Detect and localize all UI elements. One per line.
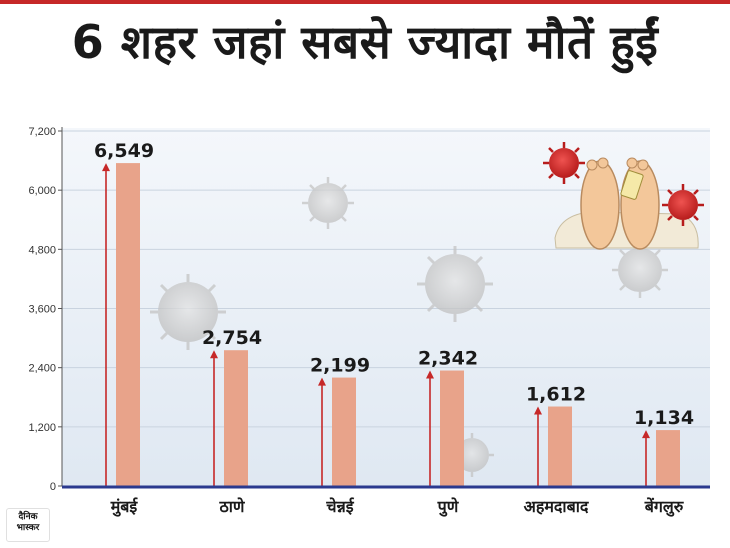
virus-decoration-icon <box>417 246 493 322</box>
bar-value-label: 6,549 <box>94 140 154 162</box>
bar-arrowhead <box>534 406 542 415</box>
chart-title: 6 शहर जहां सबसे ज्यादा मौतें हुईं <box>71 15 659 69</box>
y-axis: 0 1,200 2,400 3,600 4,800 6,000 7,200 <box>28 126 63 493</box>
feet-illustration-icon <box>554 157 699 250</box>
bar <box>440 370 464 486</box>
bar-arrowhead <box>210 350 218 359</box>
bar-value-label: 1,612 <box>526 384 586 406</box>
x-axis: मुंबई ठाणे चेन्नई पुणे अहमदाबाद बेंगलुरु <box>62 485 710 517</box>
y-tick-label: 6,000 <box>28 185 56 197</box>
brand-logo: दैनिक भास्कर <box>6 508 50 542</box>
y-tick-label: 3,600 <box>28 304 56 316</box>
bar-value-label: 2,342 <box>418 348 478 370</box>
bar <box>224 350 248 486</box>
x-category-label: ठाणे <box>218 497 245 516</box>
x-category-label: पुणे <box>437 497 460 517</box>
bar-arrowhead <box>642 430 650 439</box>
bar <box>116 163 140 487</box>
x-category-label: अहमदाबाद <box>524 497 589 516</box>
y-tick-label: 2,400 <box>28 363 56 375</box>
bar <box>548 406 572 486</box>
x-category-label: चेन्नई <box>325 497 354 516</box>
bar-arrowhead <box>426 370 434 379</box>
bars: 6,549 2,754 2,199 2,342 1,612 1,134 <box>94 140 694 487</box>
x-category-label: बेंगलुरु <box>644 497 685 517</box>
y-tick-label: 0 <box>50 481 56 493</box>
virus-decoration-icon <box>612 242 668 298</box>
bar-value-label: 2,199 <box>310 355 370 377</box>
brand-logo-text: दैनिक भास्कर <box>16 512 40 533</box>
bar <box>332 377 356 486</box>
y-tick-label: 1,200 <box>28 422 56 434</box>
bar-value-label: 2,754 <box>202 327 262 349</box>
y-tick-label: 7,200 <box>28 126 56 138</box>
bar-arrowhead <box>102 163 110 172</box>
bar <box>656 430 680 486</box>
x-category-label: मुंबई <box>110 497 139 517</box>
bar-value-label: 1,134 <box>634 407 694 429</box>
bar-arrowhead <box>318 377 326 386</box>
virus-decoration-icon <box>150 274 226 350</box>
virus-decoration-icon <box>302 177 354 229</box>
red-virus-icon <box>543 142 585 184</box>
y-tick-label: 4,800 <box>28 244 56 256</box>
red-virus-icon <box>662 184 704 226</box>
title-accent-bar <box>0 0 730 4</box>
